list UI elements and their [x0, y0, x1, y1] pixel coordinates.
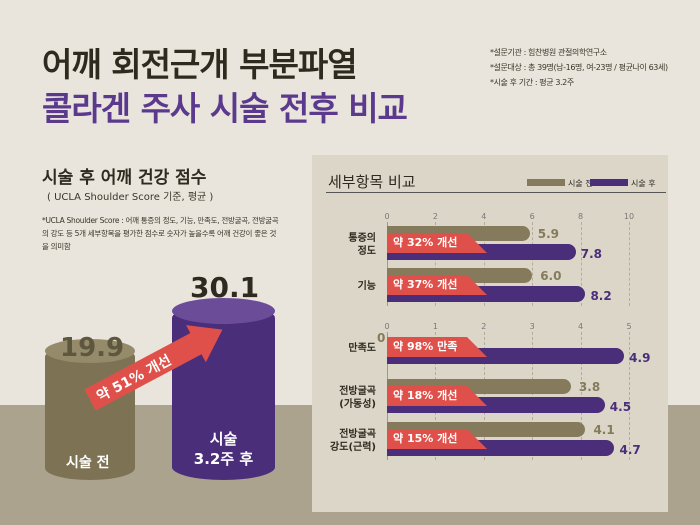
- axis-tick-label: 2: [432, 212, 438, 221]
- before-cylinder: [45, 345, 135, 480]
- divider: [326, 192, 666, 193]
- legend-before: 시술 전: [568, 179, 593, 188]
- grid-line: [483, 222, 485, 306]
- value-label-before: 5.9: [537, 227, 560, 241]
- axis-tick-label: 0: [384, 322, 390, 331]
- axis-tick-label: 1: [432, 322, 438, 331]
- grid-line: [387, 222, 388, 306]
- grid-line: [580, 222, 582, 306]
- value-label-before: 4.1: [593, 423, 615, 437]
- axis-tick-label: 3: [529, 322, 535, 331]
- axis-tick-label: 4: [578, 322, 584, 331]
- axis-tick-label: 2: [481, 322, 487, 331]
- survey-note: *설문기관 : 힘찬병원 관절의학연구소: [490, 48, 607, 57]
- value-label-after: 7.8: [580, 247, 603, 261]
- category-label: 기능: [357, 281, 376, 292]
- axis-tick-label: 10: [623, 212, 635, 221]
- survey-note: *설문대상 : 총 39명(남-16명, 여-23명 / 평균나이 63세): [490, 63, 668, 72]
- score-title: 시술 후 어깨 건강 점수: [42, 168, 207, 188]
- value-label-after: 4.7: [619, 443, 641, 457]
- value-label-before: 0: [377, 331, 386, 345]
- score-description: *UCLA Shoulder Score : 어깨 통증의 정도, 기능, 만족…: [42, 216, 279, 251]
- after-score: 30.1: [190, 271, 260, 304]
- score-subtitle: ( UCLA Shoulder Score 기준, 평균 ): [47, 192, 214, 203]
- grid-line: [532, 222, 534, 306]
- after-label-period: 3.2주 후: [193, 450, 254, 468]
- grid-line: [483, 332, 485, 460]
- after-label: 시술: [209, 430, 238, 448]
- axis-tick-label: 5: [626, 322, 632, 331]
- page-subtitle: 콜라겐 주사 시술 전후 비교: [42, 89, 408, 128]
- detail-panel: [312, 155, 668, 512]
- axis-tick-label: 6: [529, 212, 535, 221]
- before-score: 19.9: [60, 333, 125, 363]
- panel-title: 세부항목 비교: [328, 173, 416, 191]
- before-cylinder-top: [45, 339, 135, 363]
- axis-tick-label: 0: [384, 212, 390, 221]
- value-label-after: 8.2: [590, 289, 612, 303]
- after-cylinder-top: [172, 298, 275, 324]
- legend-after: 시술 후: [631, 179, 656, 188]
- value-label-before: 3.8: [578, 380, 601, 394]
- grid-line: [580, 332, 582, 460]
- improvement-badge: 약 15% 개선: [387, 429, 487, 449]
- grid-line: [435, 222, 437, 306]
- grid-line: [629, 222, 630, 306]
- value-label-before: 6.0: [540, 269, 562, 283]
- grid-line: [629, 332, 630, 460]
- improvement-badge: 약 37% 개선: [387, 275, 487, 295]
- legend-swatch-before: [527, 179, 565, 186]
- category-label: 전방굴곡 (가동성): [339, 386, 376, 410]
- value-label-after: 4.5: [609, 400, 632, 414]
- improvement-badge: 약 32% 개선: [387, 233, 487, 253]
- value-label-after: 4.9: [629, 351, 651, 365]
- survey-note: *시술 후 기간 : 평균 3.2주: [490, 78, 574, 87]
- category-label: 만족도: [348, 343, 376, 354]
- category-label: 전방굴곡 강도(근력): [330, 429, 376, 453]
- improvement-badge: 약 98% 만족: [387, 337, 487, 357]
- axis-tick-label: 8: [578, 212, 584, 221]
- page-title: 어깨 회전근개 부분파열: [42, 45, 358, 84]
- category-label: 통증의 정도: [348, 233, 376, 257]
- improvement-badge: 약 18% 개선: [387, 386, 487, 406]
- legend-swatch-after: [590, 179, 628, 186]
- grid-line: [532, 332, 534, 460]
- before-label: 시술 전: [66, 455, 110, 471]
- axis-tick-label: 4: [481, 212, 487, 221]
